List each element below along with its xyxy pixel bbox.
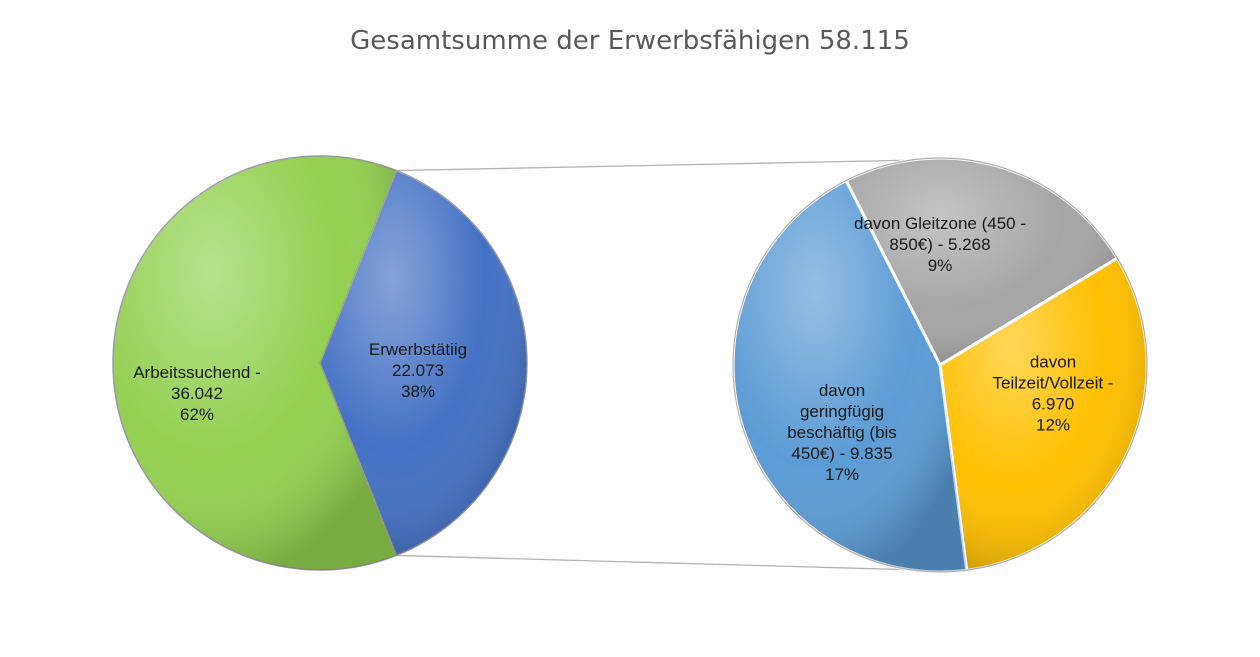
sub-slice-label-davon-gleitzone-450-850-: davon Gleitzone (450 -850€) - 5.268 9% (854, 214, 1026, 275)
sub-slice-label-davon-geringf-gig-besch-ftig-bis-450-: davon geringfügig beschäftig (bis 450€) - 9… (787, 381, 897, 484)
sub-pie-slice-shading-davon-teilzeit-vollzeit (940, 258, 1147, 571)
sub-slice-label-davon-teilzeit-vollzeit: davon Teilzeit/Vollzeit -6.970 12% (993, 353, 1114, 435)
sub-pie-outline (732, 157, 1148, 573)
connector-line-top (396, 159, 921, 172)
slice-label-erwerbst-tiig: Erwerbstätiig 22.073 38% (369, 340, 467, 401)
connector-line-bottom (396, 554, 921, 571)
slice-label-arbeitssuchend: Arbeitssuchend -36.042 62% (133, 363, 261, 424)
main-pie: Arbeitssuchend -36.042 62% Erwerbstätiig 22… (112, 155, 528, 571)
connector-lines (396, 159, 921, 571)
secondary-pie: davon Gleitzone (450 -850€) - 5.268 9% dav… (731, 156, 1149, 574)
chart-title: Gesamtsumme der Erwerbsfähigen 58.115 (350, 26, 910, 56)
pie-slice-shading-arbeitssuchend (112, 156, 397, 570)
sub-pie-slice-shading-davon-geringf-gig-besch-ftig-bis-450- (733, 180, 967, 572)
pie-slice-shading-erwerbst-tiig (320, 170, 527, 556)
